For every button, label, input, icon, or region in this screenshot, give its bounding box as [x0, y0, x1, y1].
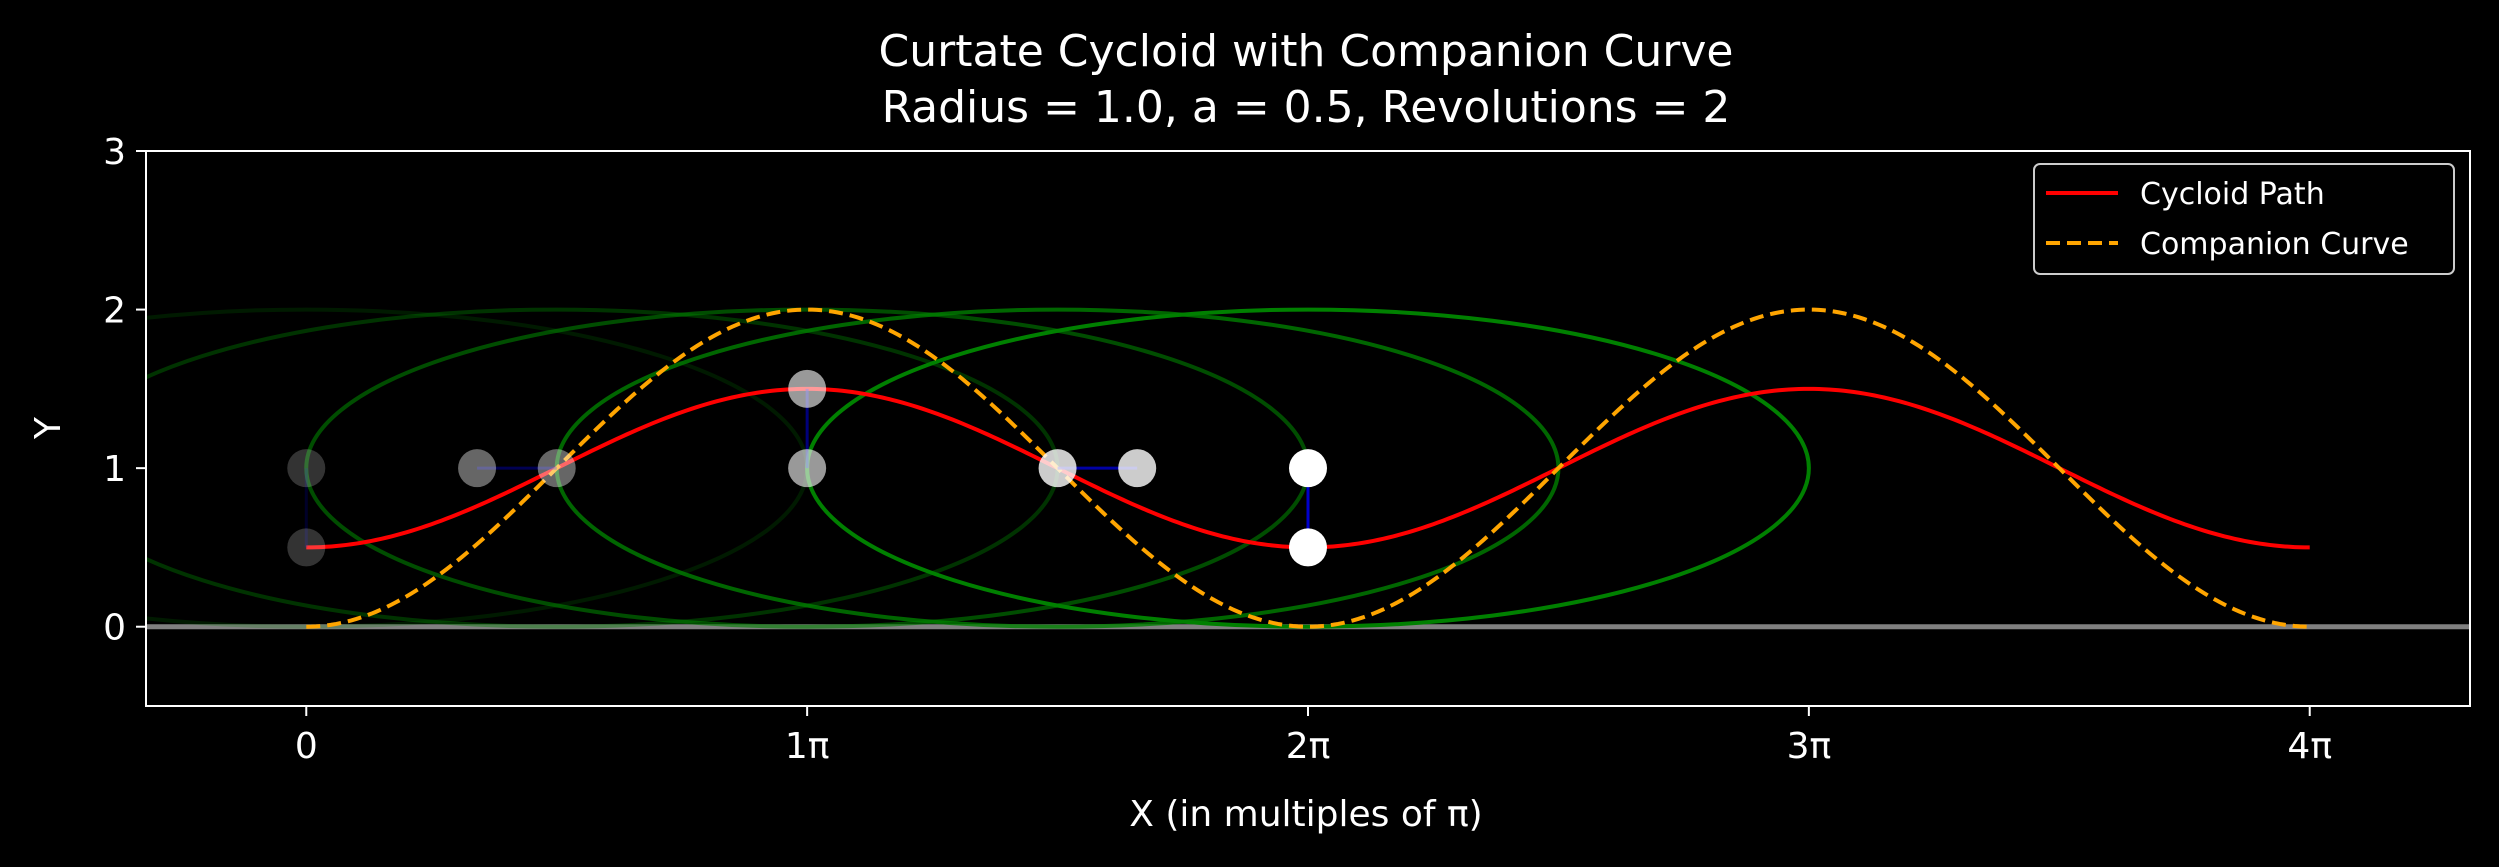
chart-title: Curtate Cycloid with Companion Curve — [879, 26, 1734, 77]
tracing-point-marker-0 — [287, 528, 326, 567]
legend: Cycloid Path Companion Curve — [2033, 163, 2455, 275]
circle-center-marker-4 — [1289, 449, 1327, 488]
chart-subtitle: Radius = 1.0, a = 0.5, Revolutions = 2 — [882, 82, 1731, 133]
y-tick-label-2: 2 — [103, 291, 126, 332]
x-axis-ticks: 0 1π 2π 3π 4π — [295, 706, 2332, 767]
y-tick-label-1: 1 — [103, 449, 126, 490]
x-tick-label-2: 2π — [1286, 726, 1331, 767]
markers-layer — [287, 369, 1327, 567]
x-tick-label-1: 1π — [785, 726, 830, 767]
y-tick-label-3: 3 — [103, 132, 126, 173]
legend-label-companion: Companion Curve — [2140, 227, 2409, 262]
y-axis-ticks: 0 1 2 3 — [103, 132, 146, 649]
tracing-point-marker-4 — [1289, 528, 1327, 567]
legend-frame — [2033, 163, 2455, 275]
tracing-point-marker-3 — [1118, 449, 1157, 488]
y-tick-label-0: 0 — [103, 608, 126, 649]
tracing-point-marker-1 — [458, 449, 497, 488]
x-axis-label: X (in multiples of π) — [1129, 794, 1482, 835]
x-tick-label-0: 0 — [295, 726, 318, 767]
plot-area — [146, 307, 2470, 630]
circle-center-marker-3 — [1038, 449, 1077, 488]
circle-center-marker-2 — [788, 449, 827, 488]
y-axis-label: Y — [28, 416, 69, 440]
x-tick-label-4: 4π — [2287, 726, 2332, 767]
circle-center-marker-1 — [537, 449, 576, 488]
tracing-point-marker-2 — [788, 369, 827, 408]
circle-center-marker-0 — [287, 449, 326, 488]
x-tick-label-3: 3π — [1787, 726, 1832, 767]
legend-label-cycloid: Cycloid Path — [2140, 177, 2325, 212]
